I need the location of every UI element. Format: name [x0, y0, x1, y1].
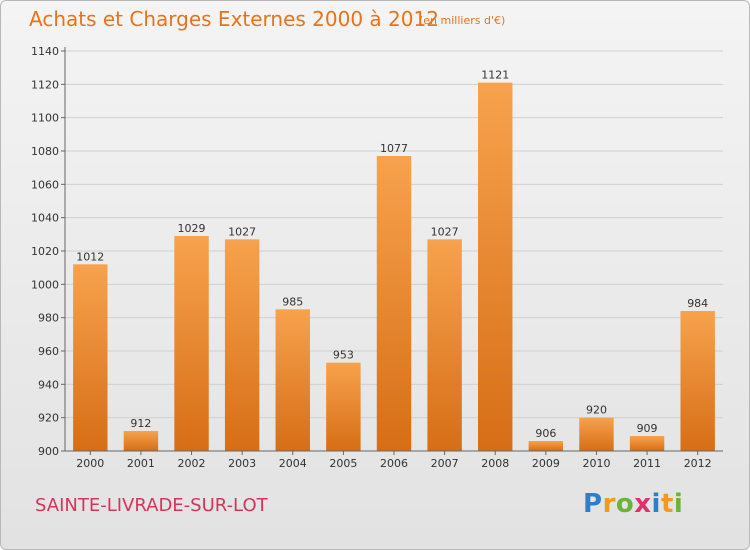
y-tick-label: 1000 [31, 278, 59, 291]
logo-letter: i [651, 489, 661, 519]
logo-letter: r [602, 489, 616, 519]
y-tick-label: 1120 [31, 78, 59, 91]
bar [579, 417, 614, 451]
data-label: 912 [130, 417, 151, 430]
bar [376, 156, 412, 451]
x-tick-label: 2010 [582, 457, 610, 470]
data-label: 1012 [76, 250, 104, 263]
data-label: 985 [282, 295, 303, 308]
y-tick-label: 940 [38, 378, 59, 391]
bar [174, 236, 209, 451]
logo-letter: o [615, 489, 635, 519]
bar [680, 311, 715, 451]
y-tick-label: 900 [38, 445, 59, 458]
x-tick-label: 2006 [380, 457, 408, 470]
bar [427, 239, 462, 451]
data-label: 1027 [431, 225, 459, 238]
bar [629, 436, 665, 451]
y-tick-label: 1060 [31, 178, 59, 191]
data-label: 1029 [178, 222, 206, 235]
logo-letter: i [673, 489, 684, 519]
proxiti-logo: Proxiti [583, 489, 683, 519]
y-tick-label: 960 [38, 345, 59, 358]
bars: 1012 912 1029 1027 985 953 1077 1027 1121 906 920 9… [73, 69, 715, 452]
x-tick-label: 2007 [431, 457, 459, 470]
data-label: 953 [333, 349, 354, 362]
chart-subtitle: (en milliers d'€) [419, 14, 506, 27]
x-tick-label: 2009 [532, 457, 560, 470]
y-tick-label: 1100 [31, 112, 59, 125]
x-tick-label: 2004 [279, 457, 307, 470]
bar [123, 431, 159, 451]
data-label: 1121 [481, 69, 509, 82]
y-tick-label: 1140 [31, 45, 59, 58]
logo-letter: P [583, 489, 603, 519]
data-label: 1027 [228, 225, 256, 238]
bar [73, 264, 108, 451]
y-tick-label: 1020 [31, 245, 59, 258]
logo-letter: x [634, 489, 652, 519]
y-tick-label: 1040 [31, 212, 59, 225]
place-name: SAINTE-LIVRADE-SUR-LOT [35, 495, 268, 516]
y-tick-label: 1080 [31, 145, 59, 158]
x-tick-label: 2008 [481, 457, 509, 470]
y-tick-label: 980 [38, 312, 59, 325]
logo-letter: t [660, 489, 674, 519]
axes: 900 920 940 960 980 1000 1020 1040 1060 1080 1100 1… [31, 45, 723, 470]
y-tick-label: 920 [38, 412, 59, 425]
bar [275, 309, 310, 451]
x-tick-label: 2002 [178, 457, 206, 470]
x-tick-label: 2001 [127, 457, 155, 470]
bar [326, 362, 361, 451]
x-tick-label: 2012 [684, 457, 712, 470]
x-tick-label: 2000 [76, 457, 104, 470]
chart-title: Achats et Charges Externes 2000 à 2012 [29, 7, 439, 31]
data-label: 909 [637, 422, 658, 435]
data-label: 984 [687, 297, 708, 310]
bar [528, 441, 564, 451]
x-tick-label: 2005 [329, 457, 357, 470]
bar [478, 82, 513, 452]
bar [224, 239, 260, 451]
data-label: 1077 [380, 142, 408, 155]
x-tick-label: 2003 [228, 457, 256, 470]
data-label: 920 [586, 404, 607, 417]
x-tick-label: 2011 [633, 457, 661, 470]
data-label: 906 [535, 427, 556, 440]
